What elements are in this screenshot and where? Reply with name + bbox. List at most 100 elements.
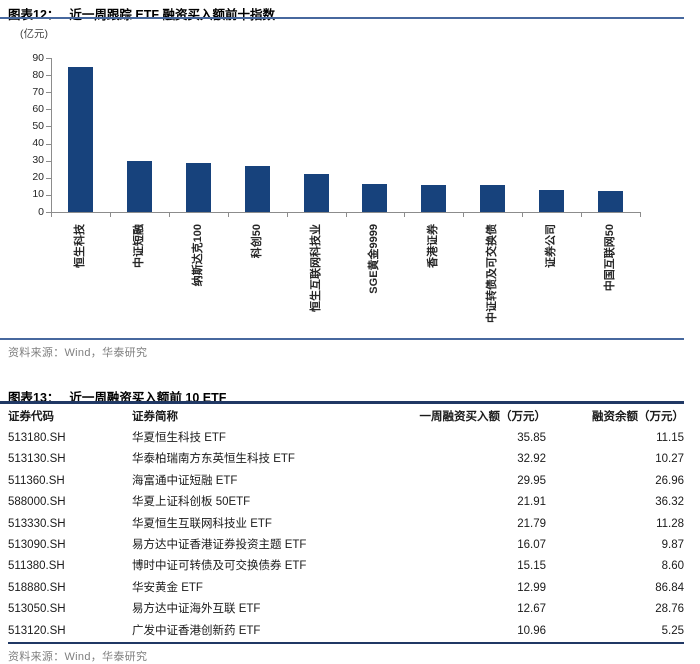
y-axis-tick-label: 50 <box>32 119 44 132</box>
table-row: 511360.SH 海富通中证短融 ETF 29.95 26.96 <box>8 471 684 492</box>
table-cell-name: 易方达中证海外互联 ETF <box>132 603 261 616</box>
y-axis-tick-label: 90 <box>32 51 44 64</box>
y-axis-tick <box>46 126 51 128</box>
table-cell-code: 513120.SH <box>8 624 66 637</box>
x-axis-tick <box>404 213 406 217</box>
chart-unit-label: (亿元) <box>20 28 48 40</box>
x-axis-category-label: 香港证券 <box>427 220 471 268</box>
etf-table: 证券代码 证券简称 一周融资买入额（万元） 融资余额（万元） 513180.SH 华夏恒… <box>8 406 684 645</box>
bar <box>244 165 270 212</box>
y-axis-tick <box>46 92 51 94</box>
bar <box>67 66 93 212</box>
x-axis-tick <box>581 213 583 217</box>
x-axis-tick <box>286 213 288 217</box>
table-cell-buy-amount: 32.92 <box>517 453 546 466</box>
table-cell-buy-amount: 15.15 <box>517 560 546 573</box>
table-row: 513120.SH 广发中证香港创新药 ETF 10.96 5.25 <box>8 621 684 642</box>
figure12-title-text: 近一周跟踪 ETF 融资买入额前十指数 <box>69 8 275 22</box>
table-cell-balance: 11.15 <box>656 432 684 444</box>
y-axis-line <box>51 58 52 213</box>
table-cell-code: 513180.SH <box>8 432 66 444</box>
x-axis-category-label: 中证短融 <box>133 220 177 268</box>
table-row: 588000.SH 华夏上证科创板 50ETF 21.91 36.32 <box>8 492 684 513</box>
x-axis-tick <box>227 213 229 217</box>
x-axis-category-label: 恒生科技 <box>74 220 118 268</box>
y-axis-tick <box>46 194 51 196</box>
y-axis-tick <box>46 160 51 162</box>
x-axis-category-label: 证券公司 <box>545 220 589 268</box>
table-cell-balance: 36.32 <box>655 496 684 509</box>
table-row: 513050.SH 易方达中证海外互联 ETF 12.67 28.76 <box>8 599 684 620</box>
table-header-cell: 证券代码 <box>8 411 54 423</box>
x-axis-tick <box>345 213 347 217</box>
x-axis-tick <box>640 213 641 217</box>
y-axis-tick <box>46 58 51 59</box>
table-cell-code: 513050.SH <box>8 603 66 616</box>
table-cell-name: 华夏上证科创板 50ETF <box>132 496 251 509</box>
bar <box>126 160 152 212</box>
figure12-label: 图表12： <box>8 8 60 22</box>
figure12-source: 资料来源：Wind，华泰研究 <box>8 347 148 359</box>
y-axis-tick-label: 60 <box>32 102 44 115</box>
table-cell-name: 华夏恒生科技 ETF <box>132 432 226 444</box>
table-row: 513090.SH 易方达中证香港证券投资主题 ETF 16.07 9.87 <box>8 535 684 556</box>
bar <box>362 183 388 212</box>
table-cell-code: 518880.SH <box>8 581 66 594</box>
x-axis-tick <box>51 213 52 217</box>
table-header-cell: 一周融资买入额（万元） <box>419 411 547 423</box>
x-axis-category-label-text: 中国互联网50 <box>604 224 617 292</box>
table-row: 513330.SH 华夏恒生互联网科技业 ETF 21.79 11.28 <box>8 514 684 535</box>
x-axis-category-label-text: 科创50 <box>250 224 263 259</box>
table-cell-name: 华泰柏瑞南方东英恒生科技 ETF <box>132 453 295 466</box>
table-cell-balance: 9.87 <box>661 539 684 552</box>
table-row: 513180.SH 华夏恒生科技 ETF 35.85 11.15 <box>8 428 684 449</box>
x-axis-category-label-text: 证券公司 <box>545 224 558 268</box>
x-axis-category-label-text: 纳斯达克100 <box>191 224 204 287</box>
table-cell-buy-amount: 12.67 <box>517 603 546 616</box>
bar <box>185 163 211 212</box>
table-cell-balance: 28.76 <box>655 603 684 616</box>
x-axis-category-label: 纳斯达克100 <box>192 220 254 286</box>
bar <box>303 173 329 212</box>
x-axis-category-label-text: 恒生科技 <box>73 224 86 268</box>
figure13-title-rule <box>0 401 684 404</box>
x-axis-category-label: 中国互联网50 <box>604 220 671 291</box>
table-row: 518880.SH 华安黄金 ETF 12.99 86.84 <box>8 578 684 599</box>
x-axis-category-label-text: 香港证券 <box>427 224 440 268</box>
table-cell-code: 511360.SH <box>8 474 65 487</box>
figure13-source: 资料来源：Wind，华泰研究 <box>8 651 148 663</box>
table-cell-buy-amount: 21.91 <box>517 496 546 509</box>
table-row: 511380.SH 博时中证可转债及可交换债券 ETF 15.15 8.60 <box>8 556 684 577</box>
table-cell-code: 588000.SH <box>8 496 66 509</box>
table-cell-buy-amount: 10.96 <box>517 624 546 637</box>
x-axis-tick <box>168 213 170 217</box>
bar <box>539 189 565 212</box>
table-cell-code: 511380.SH <box>8 560 65 573</box>
x-axis-category-label: 科创50 <box>251 220 285 258</box>
table-cell-balance: 26.96 <box>655 474 684 487</box>
x-axis-tick <box>463 213 465 217</box>
bar-chart: (亿元) 0 10 20 30 40 50 60 70 80 90 恒生科技 中证短融 纳斯达克100 科… <box>0 24 700 339</box>
table-cell-buy-amount: 16.07 <box>517 539 546 552</box>
table-cell-code: 513130.SH <box>8 453 66 466</box>
y-axis-tick-label: 40 <box>32 137 44 150</box>
bar <box>421 184 447 212</box>
table-cell-buy-amount: 29.95 <box>517 474 546 487</box>
table-body: 513180.SH 华夏恒生科技 ETF 35.85 11.15 513130.SH 华泰… <box>8 428 684 642</box>
y-axis-tick-label: 30 <box>32 154 44 167</box>
table-cell-balance: 8.60 <box>661 560 684 573</box>
x-axis-line <box>51 212 641 213</box>
table-header-cell: 证券简称 <box>132 411 178 423</box>
table-cell-balance: 11.28 <box>656 517 684 530</box>
y-axis-tick <box>46 212 51 213</box>
table-cell-buy-amount: 35.85 <box>517 432 546 444</box>
figure12-title-rule <box>0 17 684 19</box>
y-axis-tick-label: 20 <box>32 171 44 184</box>
table-cell-buy-amount: 12.99 <box>517 581 546 594</box>
figure12-bottom-rule <box>0 338 684 340</box>
y-axis-tick <box>46 75 51 77</box>
table-cell-name: 博时中证可转债及可交换债券 ETF <box>132 560 307 573</box>
table-cell-buy-amount: 21.79 <box>517 517 546 530</box>
table-cell-name: 广发中证香港创新药 ETF <box>132 624 261 637</box>
